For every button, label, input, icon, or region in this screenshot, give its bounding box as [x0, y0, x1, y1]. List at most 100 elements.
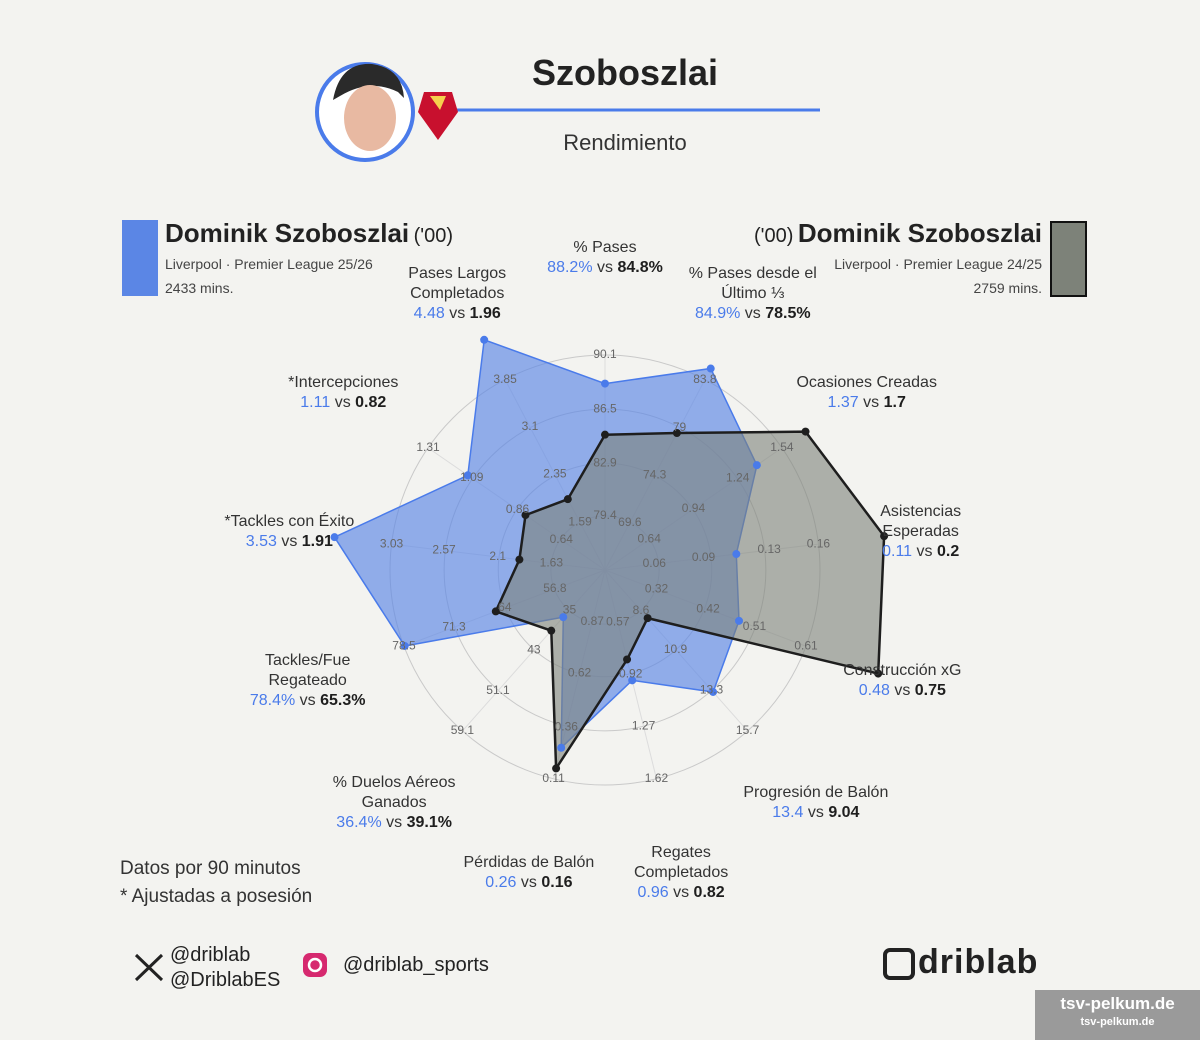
axis-label: Pases Largos Completados 4.48 vs 1.96	[357, 264, 557, 324]
comparison-word: vs	[281, 533, 298, 551]
value-label: 1.96	[469, 305, 501, 323]
axis-label: Construcción xG 0.48 vs 0.75	[802, 661, 1002, 701]
comparison-word: vs	[299, 691, 316, 709]
comparison-word: vs	[673, 883, 690, 901]
tick-label: 59.1	[451, 723, 475, 737]
series-point	[491, 607, 500, 616]
value-label: 78.4%	[249, 691, 296, 709]
value-label: 1.7	[883, 393, 906, 411]
x-icon	[134, 953, 164, 982]
comparison-word: vs	[863, 393, 880, 411]
series-point	[547, 626, 556, 635]
series-point	[463, 471, 472, 480]
tick-label: 0.42	[696, 601, 720, 615]
tick-label: 2.1	[489, 549, 506, 563]
value-label: 36.4%	[336, 814, 382, 832]
tick-label: 0.06	[643, 556, 667, 570]
value-comparison: 3.53 vs 1.91	[189, 532, 389, 552]
comparison-word: vs	[449, 305, 466, 323]
tick-label: 0.11	[542, 771, 565, 785]
value-label: 0.48	[858, 681, 890, 699]
tick-label: 82.9	[593, 455, 617, 469]
legend-swatch-previous	[1050, 221, 1087, 297]
tick-label: 86.5	[593, 401, 617, 415]
value-label: 0.82	[355, 393, 387, 411]
series-point	[735, 616, 744, 625]
photo-hair	[333, 63, 404, 100]
note: Datos por 90 minutos	[120, 858, 301, 879]
tick-label: 79.4	[593, 508, 617, 522]
series-point	[563, 495, 572, 504]
tick-label: 74.3	[643, 467, 667, 481]
value-label: 88.2%	[547, 259, 593, 277]
series-point	[400, 641, 409, 650]
series-point	[515, 555, 524, 564]
series-point	[601, 379, 609, 388]
tick-label: 0.64	[550, 532, 574, 546]
tick-label: 69.6	[618, 515, 642, 529]
watermark-box	[1035, 990, 1200, 1040]
axis-label: % Pases 88.2% vs 84.8%	[505, 238, 705, 278]
comparison-word: vs	[386, 814, 403, 832]
category-name: Pases Largos Completados	[408, 265, 507, 303]
series-point	[623, 655, 632, 664]
series-point	[628, 676, 637, 685]
brand-logo: driblab	[918, 943, 1039, 981]
tick-label: 1.24	[726, 471, 750, 485]
club-crest	[418, 92, 458, 140]
series-point	[552, 764, 561, 773]
tick-label: 1.54	[770, 440, 794, 454]
value-label: 0.11	[882, 543, 913, 561]
legend-age: ('00)	[413, 225, 453, 247]
tick-label: 2.35	[543, 467, 567, 481]
tick-label: 71.3	[442, 619, 466, 633]
series-point	[557, 743, 566, 752]
handle-x: @driblab	[170, 944, 251, 966]
tick-label: 0.87	[581, 614, 605, 628]
tick-label: 43	[527, 642, 541, 656]
category-name: % Pases	[573, 239, 637, 257]
tick-label: 0.09	[692, 550, 716, 564]
comparison-word: vs	[334, 393, 351, 411]
tick-label: 51.1	[486, 683, 510, 697]
series-point	[330, 533, 339, 542]
legend-minutes: 2433 mins.	[165, 280, 234, 296]
legend-league: Liverpool · Premier League 25/26	[165, 256, 373, 272]
legend-swatch-current	[122, 220, 158, 296]
series-point	[874, 669, 883, 678]
watermark: tsv-pelkum.de	[1060, 994, 1175, 1013]
legend-league: Liverpool · Premier League 24/25	[834, 256, 1042, 272]
value-label: 0.96	[637, 883, 669, 901]
legend-current: Dominik Szoboszlai ('00)	[165, 218, 453, 249]
category-name: *Tackles con Éxito	[224, 513, 355, 531]
value-label: 0.82	[693, 883, 725, 901]
note: * Ajustadas a posesión	[120, 886, 313, 907]
category-name: Regates Completados	[633, 843, 729, 881]
instagram-icon	[303, 953, 327, 977]
category-name: % Pases desde el Último ⅓	[688, 265, 817, 303]
value-comparison: 4.48 vs 1.96	[357, 304, 557, 324]
tick-label: 0.61	[794, 638, 818, 652]
handle-x: @DriblabES	[170, 969, 281, 991]
value-comparison: 0.26 vs 0.16	[429, 873, 629, 893]
tick-label: 79	[673, 420, 687, 434]
axis-label: Asistencias Esperadas 0.11 vs 0.2	[821, 502, 1021, 562]
tick-label: 3.03	[380, 536, 404, 550]
series-point	[706, 364, 715, 373]
axis-label: Tackles/Fue Regateado 78.4% vs 65.3%	[208, 651, 408, 711]
comparison-word: vs	[916, 543, 933, 561]
value-label: 84.9%	[694, 305, 741, 323]
value-label: 84.8%	[617, 259, 663, 277]
tick-label: 0.64	[638, 532, 662, 546]
series-point	[880, 532, 889, 541]
tick-label: 56.8	[543, 581, 567, 595]
category-name: Asistencias Esperadas	[880, 503, 962, 541]
tick-label: 2.57	[432, 543, 456, 557]
value-label: 78.5%	[765, 305, 811, 323]
tick-label: 3.85	[493, 372, 517, 386]
axis-label: *Intercepciones 1.11 vs 0.82	[243, 373, 443, 413]
series-point	[480, 335, 489, 344]
value-label: 0.2	[936, 543, 960, 561]
legend-age: ('00)	[754, 225, 794, 247]
